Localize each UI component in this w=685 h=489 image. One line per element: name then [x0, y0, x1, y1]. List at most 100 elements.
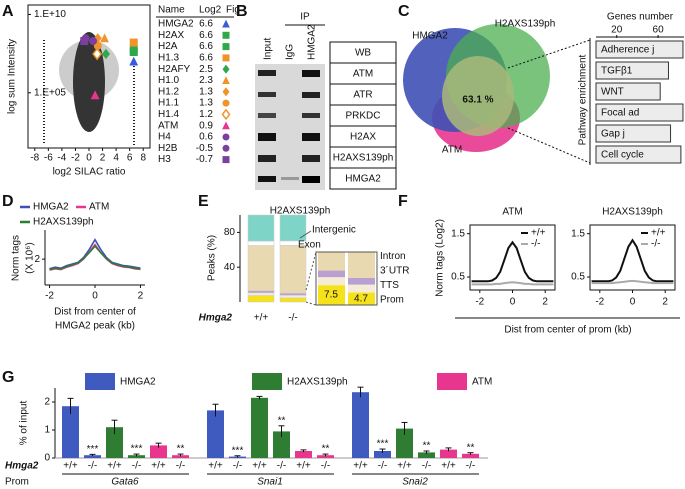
blot-label: PRKDC: [345, 111, 380, 122]
table-log2: 2.3: [199, 75, 213, 86]
table-log2: 1.3: [199, 86, 213, 97]
genotype-label: +/+: [208, 461, 223, 472]
genotype-label: -/-: [422, 461, 431, 472]
legend-symbol: [222, 54, 230, 62]
blot-bg: [255, 64, 325, 190]
table-log2: 2.5: [199, 64, 213, 75]
panel-letter: C: [398, 3, 410, 20]
y-axis-label: log sum Intensity: [7, 39, 18, 114]
bar: [150, 445, 167, 458]
table-log2: 0.6: [199, 132, 213, 143]
inset-segment: [348, 277, 375, 285]
bar: [317, 455, 334, 458]
connector: [507, 39, 591, 69]
series-line: [591, 279, 674, 285]
genotype-label: +/+: [296, 461, 311, 472]
bar: [595, 124, 672, 143]
band: [258, 133, 276, 141]
blot-label: H2AX: [350, 132, 376, 143]
cloud: [59, 40, 119, 100]
bar: [172, 455, 189, 458]
genotype-label: +/+: [151, 461, 166, 472]
inset-segment: [318, 270, 345, 278]
table-name: H3: [158, 154, 171, 165]
x-tick-label: -2: [71, 153, 80, 164]
bar: [374, 451, 391, 458]
bar-segment: [279, 297, 307, 303]
y-tick-label: 0: [44, 453, 50, 464]
category-label: WNT: [601, 87, 624, 98]
table-log2: 6.6: [199, 19, 213, 30]
segment-label: 3´UTR: [380, 265, 409, 277]
genotype-label: -/-: [132, 461, 141, 472]
legend-symbol: [222, 156, 230, 164]
table-log2: 6.6: [199, 30, 213, 41]
y-axis-unit: (X 10⁶): [25, 242, 36, 273]
series-line: [471, 281, 554, 286]
x-tick-label: 2: [542, 297, 548, 308]
band: [258, 155, 276, 162]
legend-label: HMGA2: [120, 377, 156, 388]
table-name: ATM: [158, 120, 178, 131]
significance: ***: [377, 439, 389, 450]
legend-symbol: [222, 64, 230, 74]
bar-segment: [247, 290, 275, 294]
bar: [595, 82, 661, 101]
significance: **: [467, 442, 475, 453]
table-name: H1.0: [158, 75, 180, 86]
point: [80, 37, 89, 46]
venn-overlap: [442, 56, 514, 136]
table-name: H4: [158, 132, 171, 143]
legend-label: -/-: [531, 239, 540, 250]
significance: ***: [87, 444, 99, 455]
value-label: 4.7: [354, 293, 368, 304]
connector: [305, 301, 317, 306]
blot-box: [329, 167, 397, 190]
significance: **: [423, 441, 431, 452]
lane-label: Input: [263, 38, 274, 60]
category-label: Focal ad: [601, 108, 639, 119]
point: [93, 33, 102, 44]
bar: [352, 392, 369, 458]
panel-letter: B: [236, 3, 248, 20]
x-tick-label: -2: [595, 297, 604, 308]
table-header: Log2: [199, 5, 222, 16]
y-tick-label: 1.5: [451, 228, 465, 239]
table-log2: 0.9: [199, 120, 213, 131]
table-log2: -0.5: [196, 143, 214, 154]
legend-swatch: [252, 373, 282, 390]
segment-label: Prom: [380, 295, 404, 306]
band: [302, 155, 320, 162]
x-tick-label: -6: [44, 153, 53, 164]
category-label: Adherence j: [601, 45, 654, 56]
band: [302, 113, 320, 118]
band: [258, 113, 276, 118]
x-tick-label: 0: [630, 297, 636, 308]
legend-symbol: [222, 144, 230, 152]
legend-symbol: [222, 133, 230, 141]
panel-letter: E: [198, 193, 209, 210]
inset-segment: [348, 284, 375, 293]
point: [100, 33, 109, 43]
y-axis-label: Pathway enrichment: [578, 54, 589, 145]
table-name: H1.4: [158, 109, 180, 120]
blot-label: ATR: [353, 90, 372, 101]
legend-label: ATM: [89, 202, 109, 213]
chart-title: H2AXS139ph: [602, 207, 663, 218]
segment-label: Intergenic: [312, 225, 356, 236]
bar: [273, 431, 290, 458]
bar: [595, 40, 684, 59]
bar-segment: [247, 245, 275, 291]
connector: [507, 127, 591, 164]
bar: [595, 145, 682, 164]
overlap-label: 63.1 %: [462, 95, 493, 106]
table-name: HMGA2: [158, 19, 194, 30]
y-axis-label: Norm tags (Log2): [435, 219, 446, 297]
set-label: HMGA2: [412, 31, 448, 42]
x-tick-label: 2: [138, 291, 144, 302]
point: [101, 48, 110, 60]
bar: [84, 455, 101, 458]
point: [129, 38, 138, 47]
table-log2: 1.3: [199, 98, 213, 109]
chart-title: ATM: [502, 207, 522, 218]
